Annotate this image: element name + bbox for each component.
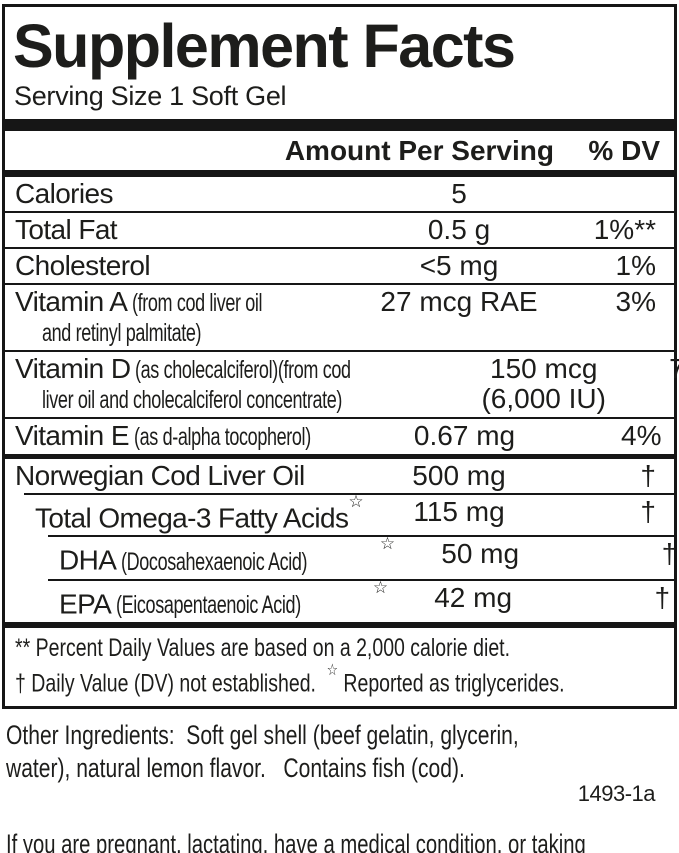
nutrient-row-vitamin-d: Vitamin D (as cholecalciferol)(from cod l… [13, 352, 679, 417]
star-symbol: ☆ [348, 492, 364, 511]
star-symbol: ☆ [326, 661, 338, 679]
supplement-facts-panel: Supplement Facts Serving Size 1 Soft Gel… [2, 4, 679, 710]
nutrient-name: Vitamin D (as cholecalciferol)(from cod l… [15, 353, 352, 415]
nutrient-dv: 1% [615, 250, 656, 281]
nutrient-name: Vitamin E (as d-alpha tocopherol) [15, 420, 311, 452]
footnote-daily-values: ** Percent Daily Values are based on a 2… [15, 633, 511, 662]
nutrient-name: Cholesterol [15, 250, 151, 281]
star-symbol: ☆ [379, 534, 396, 554]
nutrient-name: Vitamin A (from cod liver oil and retinyl… [15, 286, 263, 348]
nutrient-amount: <5 mg [419, 250, 499, 281]
other-ingredients-text: Other Ingredients: Soft gel shell (beef … [6, 720, 519, 784]
nutrient-row-total-fat: Total Fat 0.5 g 1%** [13, 213, 666, 247]
row-separator [48, 535, 674, 538]
nutrient-row-omega-3: Total Omega-3 Fatty Acids☆ 115 mg † [13, 492, 666, 535]
nutrient-row-epa: EPA (Eicosapentaenoic Acid)☆ 42 mg † [13, 577, 670, 622]
nutrient-amount: 0.67 mg [413, 420, 516, 451]
divider-bar-medium [5, 170, 674, 177]
divider-bar-section [5, 454, 674, 459]
nutrient-dv: 4% [621, 420, 662, 451]
nutrient-dv: † [640, 460, 656, 491]
amount-per-serving-header: Amount Per Serving [284, 135, 554, 166]
nutrient-dv: † [661, 538, 678, 570]
row-separator [24, 493, 674, 495]
nutrient-row-dha: DHA (Docosahexaenoic Acid)☆ 50 mg † [13, 534, 677, 578]
nutrient-dv: 1%** [593, 214, 656, 245]
row-separator [5, 211, 674, 213]
below-panel-text: Other Ingredients: Soft gel shell (beef … [0, 709, 679, 853]
warning-text: If you are pregnant, lactating, have a m… [6, 829, 586, 853]
nutrient-dv: 3% [615, 286, 656, 317]
nutrient-amount: 5 [451, 178, 467, 209]
row-separator [5, 283, 674, 285]
nutrient-amount: 50 mg [441, 538, 520, 570]
nutrient-amount: 27 mcg RAE [380, 286, 538, 317]
divider-bar-footnote [5, 621, 674, 628]
serving-size: Serving Size 1 Soft Gel [14, 81, 287, 111]
nutrient-dv: 750% [669, 353, 679, 384]
nutrient-row-cholesterol: Cholesterol <5 mg 1% [13, 249, 666, 283]
nutrient-amount: 42 mg [434, 581, 513, 613]
column-header-row: Amount Per Serving % DV [13, 131, 666, 170]
row-separator [5, 417, 674, 419]
row-separator [5, 350, 674, 352]
product-code: 1493-1a [577, 781, 656, 807]
nutrient-name: EPA (Eicosapentaenoic Acid)☆ [59, 577, 389, 619]
star-symbol: ☆ [372, 577, 389, 597]
nutrient-dv: † [640, 496, 656, 527]
nutrient-name: DHA (Docosahexaenoic Acid)☆ [59, 534, 396, 576]
row-separator [48, 578, 674, 581]
nutrient-amount: 150 mcg (6,000 IU) [481, 353, 606, 414]
nutrient-amount: 500 mg [412, 460, 506, 491]
nutrient-name: Total Omega-3 Fatty Acids☆ [35, 492, 364, 534]
nutrient-name: Calories [15, 178, 114, 209]
nutrient-row-cod-liver-oil: Norwegian Cod Liver Oil 500 mg † [13, 459, 666, 493]
nutrient-row-vitamin-e: Vitamin E (as d-alpha tocopherol) 0.67 mg… [13, 419, 666, 454]
nutrient-row-calories: Calories 5 [13, 177, 666, 211]
footnote-dv-not-established: † Daily Value (DV) not established. ☆ Re… [15, 661, 565, 698]
footnote-section: ** Percent Daily Values are based on a 2… [13, 628, 666, 706]
nutrient-row-vitamin-a: Vitamin A (from cod liver oil and retinyl… [13, 285, 666, 350]
nutrient-name: Total Fat [15, 214, 118, 245]
divider-bar-thick [5, 119, 674, 131]
row-separator [5, 247, 674, 249]
nutrient-dv: † [654, 581, 671, 613]
nutrient-name: Norwegian Cod Liver Oil [15, 460, 305, 491]
percent-dv-header: % DV [588, 135, 660, 166]
supplement-facts-title: Supplement Facts [13, 12, 516, 80]
nutrient-amount: 0.5 g [427, 214, 491, 245]
nutrient-amount: 115 mg [413, 496, 505, 527]
